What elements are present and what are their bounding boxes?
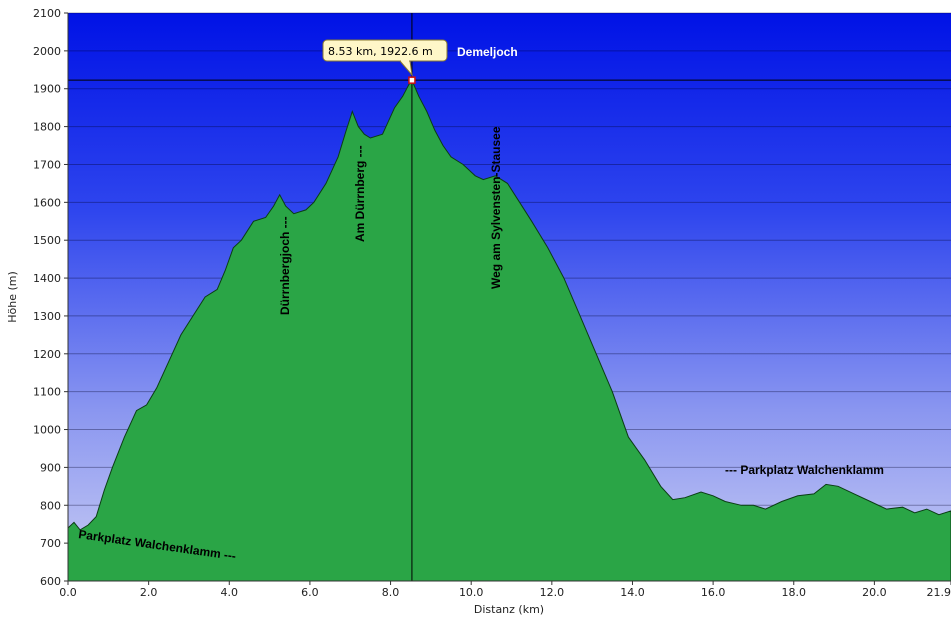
elevation-area	[67, 79, 951, 582]
y-tick-label-1: 700	[40, 537, 61, 550]
y-tick-label-8: 1400	[33, 272, 61, 285]
x-tick-label-8: 16.0	[701, 586, 726, 599]
tooltip-text: 8.53 km, 1922.6 m	[328, 45, 433, 58]
x-tick-label-6: 12.0	[540, 586, 565, 599]
y-axis-ticks: 600 700 800 900 1000 1100 1200 1300 1400 1500 1600…	[33, 7, 68, 588]
x-tick-label-7: 14.0	[620, 586, 645, 599]
annotation-demeljoch: Demeljoch	[457, 45, 518, 59]
y-tick-label-9: 1500	[33, 234, 61, 247]
x-tick-label-0: 0.0	[59, 586, 77, 599]
cursor-crosshair[interactable]	[68, 13, 951, 581]
y-tick-label-13: 1900	[33, 83, 61, 96]
annotation-am-duerrnberg: Weg am Sylvensten-Stausee	[489, 126, 503, 289]
y-tick-label-5: 1100	[33, 386, 61, 399]
y-tick-label-4: 1000	[33, 424, 61, 437]
annotation-schuerpfeneck: Dürrnbergjoch ---	[278, 216, 292, 315]
cursor-marker[interactable]	[408, 76, 416, 84]
x-tick-label-2: 4.0	[221, 586, 239, 599]
y-tick-label-15: 2100	[33, 7, 61, 20]
annotation-weg-sylvensten: --- Parkplatz Walchenklamm	[725, 463, 884, 477]
x-tick-label-11: 21.9	[927, 586, 951, 599]
y-tick-label-12: 1800	[33, 121, 61, 134]
y-tick-label-7: 1300	[33, 310, 61, 323]
y-tick-label-2: 800	[40, 499, 61, 512]
y-tick-label-10: 1600	[33, 196, 61, 209]
y-tick-label-6: 1200	[33, 348, 61, 361]
x-axis-ticks: 0.0 2.0 4.0 6.0 8.0 10.0 12.0 14.0 16.0 18.0 20.0 2…	[59, 581, 951, 599]
y-axis-title: Höhe (m)	[6, 271, 19, 323]
annotation-duerrnbergjoch: Am Dürrnberg ---	[353, 145, 367, 242]
x-tick-label-5: 10.0	[459, 586, 484, 599]
tooltip-box	[322, 39, 448, 62]
x-tick-label-4: 8.0	[382, 586, 400, 599]
tooltip: 8.53 km, 1922.6 m Demeljoch	[322, 39, 518, 77]
y-tick-label-0: 600	[40, 575, 61, 588]
y-tick-label-3: 900	[40, 461, 61, 474]
x-tick-label-1: 2.0	[140, 586, 158, 599]
x-tick-label-10: 20.0	[862, 586, 887, 599]
y-tick-label-11: 1700	[33, 158, 61, 171]
x-axis-title: Distanz (km)	[474, 603, 544, 616]
x-tick-label-9: 18.0	[782, 586, 807, 599]
y-tick-label-14: 2000	[33, 45, 61, 58]
x-tick-label-3: 6.0	[301, 586, 319, 599]
